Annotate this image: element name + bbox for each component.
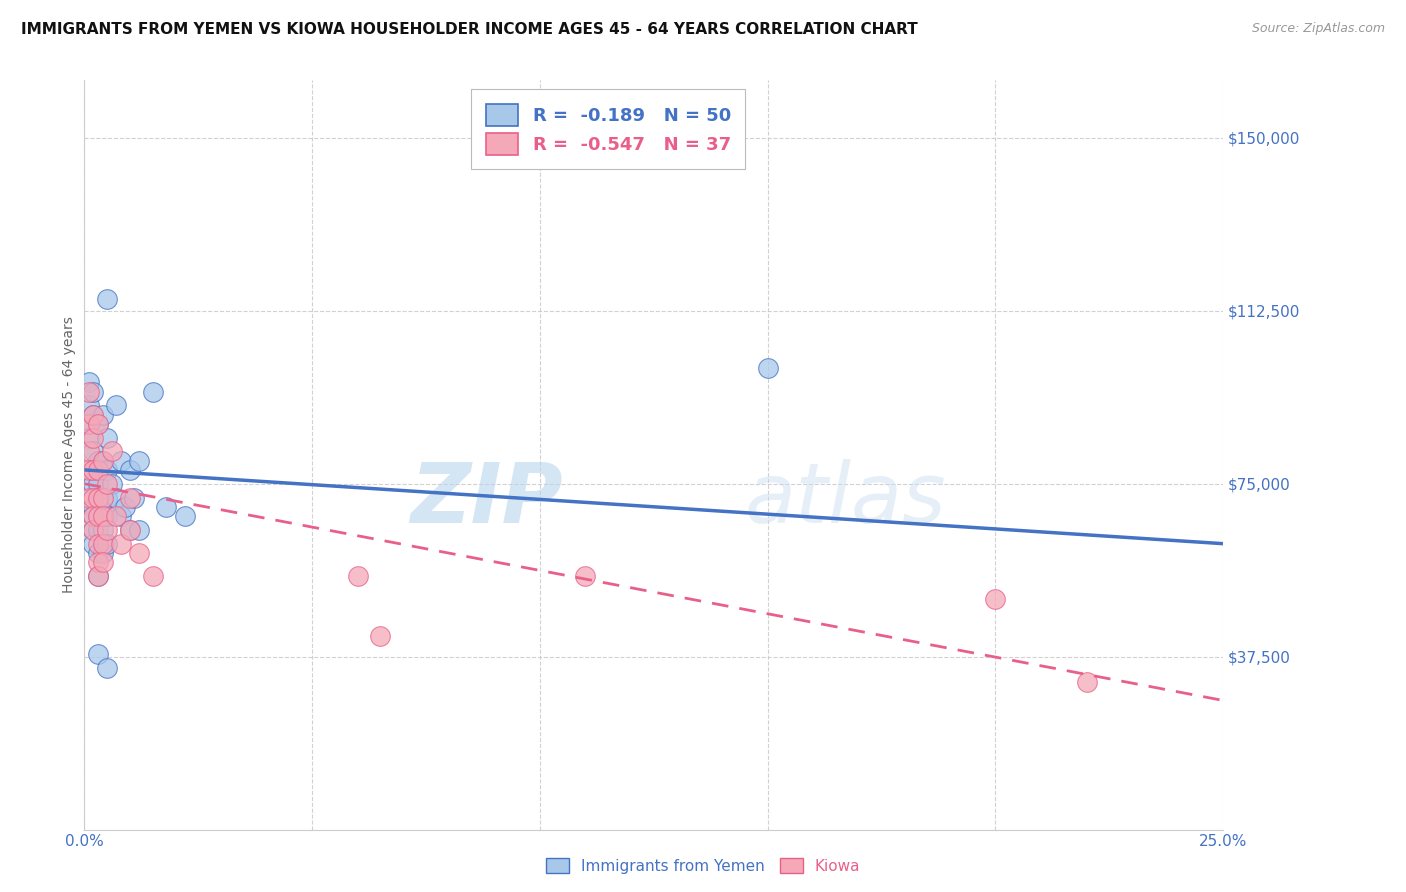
Point <box>82 431 104 445</box>
Point <box>91 523 114 537</box>
Point <box>82 384 104 399</box>
Point <box>77 376 100 390</box>
Point <box>100 476 122 491</box>
Point <box>77 384 100 399</box>
Point <box>110 508 132 523</box>
Legend: Immigrants from Yemen, Kiowa: Immigrants from Yemen, Kiowa <box>540 852 866 880</box>
Point <box>96 537 118 551</box>
Point <box>91 453 114 467</box>
Point <box>91 491 114 505</box>
Point <box>91 537 114 551</box>
Point <box>105 398 128 412</box>
Point <box>87 508 110 523</box>
Point <box>82 491 104 505</box>
Point <box>155 500 177 514</box>
Point <box>91 508 114 523</box>
Point <box>82 476 104 491</box>
Point <box>77 417 100 431</box>
Point <box>77 431 100 445</box>
Point <box>118 491 141 505</box>
Point <box>114 500 136 514</box>
Point <box>82 408 104 422</box>
Point <box>118 523 141 537</box>
Point <box>82 463 104 477</box>
Point <box>96 293 118 307</box>
Point <box>756 361 779 376</box>
Point <box>91 408 114 422</box>
Point <box>110 537 132 551</box>
Point <box>105 508 128 523</box>
Point <box>87 555 110 569</box>
Point <box>346 569 368 583</box>
Point <box>142 384 165 399</box>
Point <box>77 491 100 505</box>
Point <box>1076 675 1098 690</box>
Point <box>110 453 132 467</box>
Point <box>91 555 114 569</box>
Point <box>91 546 114 560</box>
Point <box>82 500 104 514</box>
Point <box>87 453 110 467</box>
Point <box>82 444 104 458</box>
Point <box>82 463 104 477</box>
Text: Source: ZipAtlas.com: Source: ZipAtlas.com <box>1251 22 1385 36</box>
Point <box>96 491 118 505</box>
Point <box>87 508 110 523</box>
Point <box>87 546 110 560</box>
Point <box>87 523 110 537</box>
Point <box>105 491 128 505</box>
Point <box>370 629 392 643</box>
Point <box>91 508 114 523</box>
Point <box>96 523 118 537</box>
Point <box>87 476 110 491</box>
Point <box>82 523 104 537</box>
Point <box>87 417 110 431</box>
Point <box>82 408 104 422</box>
Point <box>96 431 118 445</box>
Point <box>87 491 110 505</box>
Point <box>87 569 110 583</box>
Point <box>82 537 104 551</box>
Point <box>100 444 122 458</box>
Point <box>91 491 114 505</box>
Point <box>96 661 118 675</box>
Legend: R =  -0.189   N = 50, R =  -0.547   N = 37: R = -0.189 N = 50, R = -0.547 N = 37 <box>471 89 745 169</box>
Y-axis label: Householder Income Ages 45 - 64 years: Householder Income Ages 45 - 64 years <box>62 317 76 593</box>
Point <box>82 508 104 523</box>
Point <box>574 569 596 583</box>
Point <box>118 523 141 537</box>
Point <box>77 444 100 458</box>
Point <box>142 569 165 583</box>
Point <box>984 592 1007 607</box>
Point <box>128 453 150 467</box>
Point <box>77 417 100 431</box>
Text: IMMIGRANTS FROM YEMEN VS KIOWA HOUSEHOLDER INCOME AGES 45 - 64 YEARS CORRELATION: IMMIGRANTS FROM YEMEN VS KIOWA HOUSEHOLD… <box>21 22 918 37</box>
Point <box>87 648 110 662</box>
Point <box>124 491 146 505</box>
Point <box>77 463 100 477</box>
Text: ZIP: ZIP <box>411 459 562 541</box>
Point <box>82 508 104 523</box>
Point <box>87 491 110 505</box>
Point <box>91 453 114 467</box>
Point <box>96 476 118 491</box>
Point <box>87 569 110 583</box>
Point <box>173 508 195 523</box>
Point <box>87 417 110 431</box>
Point <box>77 398 100 412</box>
Point <box>118 463 141 477</box>
Point <box>96 508 118 523</box>
Point <box>128 546 150 560</box>
Point <box>82 523 104 537</box>
Point <box>87 463 110 477</box>
Text: atlas: atlas <box>745 459 946 541</box>
Point <box>96 463 118 477</box>
Point <box>128 523 150 537</box>
Point <box>87 537 110 551</box>
